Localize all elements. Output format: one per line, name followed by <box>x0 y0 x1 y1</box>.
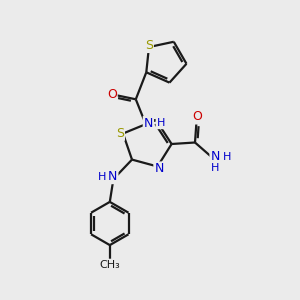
Text: N: N <box>154 162 164 176</box>
Text: H: H <box>98 172 106 182</box>
Text: N: N <box>108 170 118 183</box>
Text: O: O <box>192 110 202 124</box>
Text: H: H <box>211 163 219 173</box>
Text: N: N <box>144 117 153 130</box>
Text: S: S <box>145 39 153 52</box>
Text: N: N <box>210 150 220 164</box>
Text: H: H <box>223 152 231 162</box>
Text: H: H <box>157 118 165 128</box>
Text: CH₃: CH₃ <box>99 260 120 270</box>
Text: S: S <box>116 127 124 140</box>
Text: O: O <box>107 88 117 101</box>
